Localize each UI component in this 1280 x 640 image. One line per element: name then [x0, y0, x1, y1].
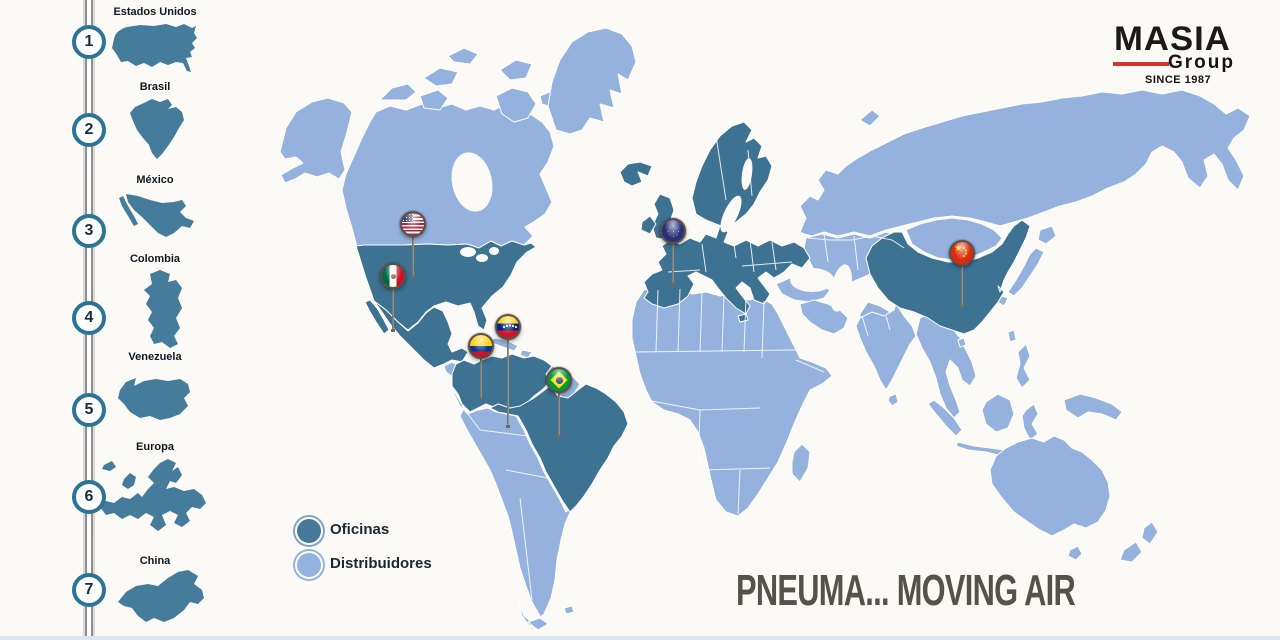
logo-red-bar [1113, 62, 1169, 66]
tagline: PNEUMA... MOVING AIR [736, 566, 1076, 615]
region-brazil [489, 383, 629, 513]
sidebar-item-label: China [139, 555, 171, 567]
region-tasmania [1067, 545, 1083, 561]
logo-masia: MASIA [1114, 20, 1231, 58]
region-sri-lanka [887, 393, 899, 407]
pin-stem [479, 346, 483, 400]
sidebar-step-4: 4 [72, 301, 106, 335]
map-pin-mexico[interactable] [380, 263, 406, 332]
usa-flag-icon [400, 211, 426, 237]
region-mongolia [905, 217, 1003, 261]
great-lake [476, 254, 488, 262]
great-lake [489, 247, 499, 255]
region-canada [341, 103, 555, 249]
map-pin-colombia[interactable] [468, 333, 494, 400]
sidebar-step-5: 5 [72, 393, 106, 427]
region-iceland [619, 161, 653, 187]
region-mexico [373, 300, 469, 369]
venezuela-flag-icon [495, 314, 521, 340]
region-arctic-islands [379, 47, 563, 123]
country-silhouette-europe [100, 459, 206, 531]
region-taiwan [1007, 329, 1017, 343]
inland-seas [451, 152, 852, 312]
sidebar-step-2: 2 [72, 113, 106, 147]
region-tierra-del-fuego [527, 605, 575, 631]
legend-distributors-dot [295, 551, 323, 579]
great-lake [460, 247, 476, 257]
region-sicily [737, 313, 749, 323]
caspian-sea [830, 264, 852, 312]
region-china [865, 219, 1031, 335]
region-novaya-zemlya [859, 109, 881, 127]
sidebar-item-label: Europa [136, 441, 174, 453]
region-india [855, 303, 917, 391]
country-silhouette-venezuela [118, 378, 190, 420]
region-australia [989, 435, 1111, 537]
sidebar-item-label: Estados Unidos [113, 6, 197, 18]
bottom-strip [0, 636, 1280, 640]
region-philippines [1015, 343, 1031, 389]
logo-since: SINCE 1987 [1145, 74, 1212, 86]
map-pin-brazil[interactable] [546, 367, 572, 438]
region-new-guinea [1063, 393, 1123, 421]
sidebar-item-label: México [136, 174, 174, 186]
sidebar-item-label: Venezuela [128, 351, 182, 363]
region-madagascar [791, 443, 811, 483]
region-baja [364, 299, 390, 335]
pin-stem [411, 224, 415, 278]
region-africa [631, 285, 833, 517]
region-indochina [915, 311, 977, 419]
eu-flag-icon [660, 218, 686, 244]
sidebar-step-7: 7 [72, 573, 106, 607]
logo-group: Group [1168, 52, 1235, 73]
brazil-flag-icon [546, 367, 572, 393]
region-russia [799, 89, 1251, 237]
region-hainan [957, 337, 967, 348]
country-silhouette-china [118, 570, 204, 622]
map-pin-china[interactable]: ★ [949, 240, 975, 308]
country-silhouette-usa [112, 24, 197, 72]
sidebar-step-1: 1 [72, 25, 106, 59]
legend-offices-dot [295, 517, 323, 545]
map-pin-europe[interactable] [660, 218, 686, 285]
country-silhouette-mexico [119, 194, 194, 237]
region-ireland [640, 215, 657, 235]
sidebar-item-label: Colombia [129, 253, 181, 265]
map-pin-venezuela[interactable] [495, 314, 521, 428]
sidebar-item-label: Brasil [139, 81, 171, 93]
region-alaska [279, 97, 353, 184]
sidebar-step-3: 3 [72, 214, 106, 248]
pin-stem [671, 231, 675, 285]
sidebar-step-6: 6 [72, 480, 106, 514]
country-silhouette-colombia [144, 270, 182, 348]
pin-stem [960, 253, 964, 308]
pin-stem [557, 380, 561, 438]
black-sea [790, 268, 834, 292]
colombia-flag-icon [468, 333, 494, 359]
mexico-flag-icon [380, 263, 406, 289]
legend-offices-label: Oficinas [330, 521, 390, 538]
pin-stem [506, 327, 510, 428]
country-silhouette-brazil [130, 99, 184, 159]
legend-distributors-label: Distribuidores [330, 555, 432, 572]
office-regions [355, 121, 1031, 513]
pin-stem [391, 276, 395, 332]
region-new-zealand [1119, 521, 1159, 563]
map-pin-usa[interactable] [400, 211, 426, 278]
region-greenland [547, 27, 637, 135]
baltic-sea [720, 195, 742, 233]
country-borders [345, 111, 905, 601]
region-europe-mainland [643, 225, 811, 315]
region-scandinavia [691, 121, 773, 229]
hudson-bay [451, 152, 493, 212]
china-flag-icon: ★ [949, 240, 975, 266]
